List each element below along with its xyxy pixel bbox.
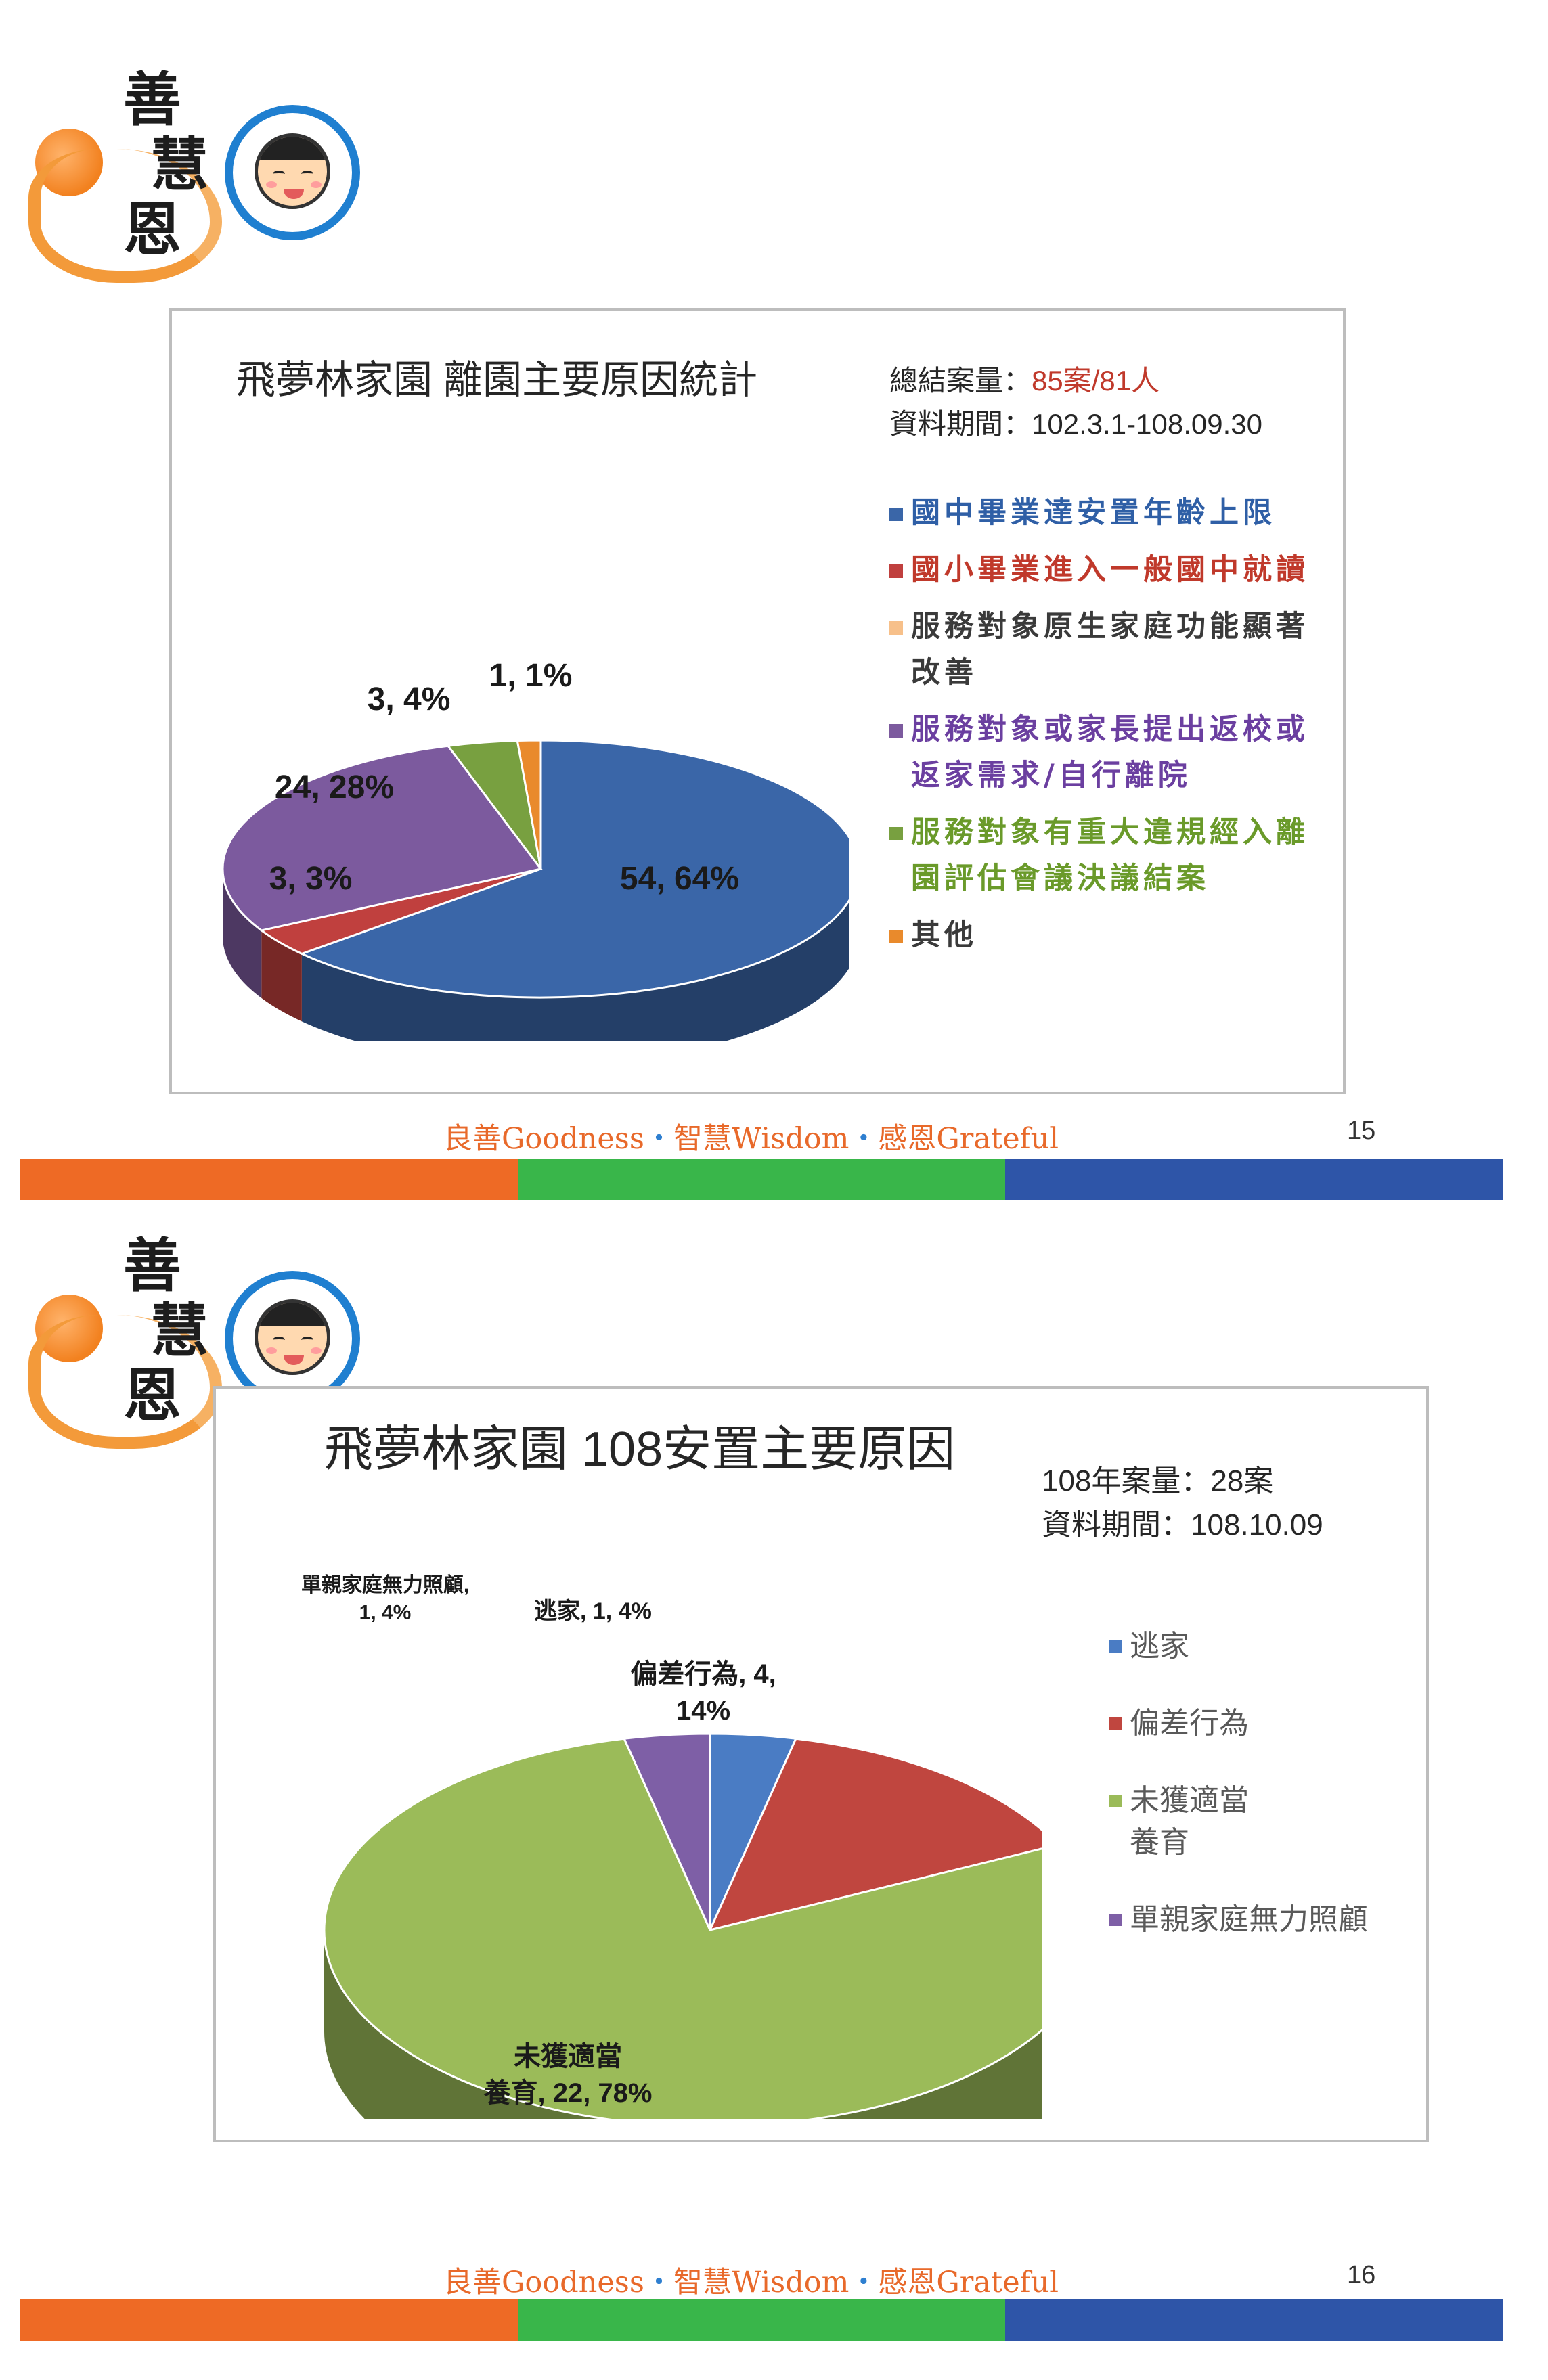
period-value: 108.10.09 xyxy=(1191,1508,1323,1542)
pie-slice-side xyxy=(301,901,849,1041)
logo-script: 善 慧 恩 xyxy=(123,68,218,271)
cases-info: 108年案量：28案 xyxy=(1042,1456,1273,1500)
legend-label: 國小畢業進入一般國中就讀 xyxy=(911,553,1309,587)
legend-swatch xyxy=(889,724,903,738)
legend-item: 偏差行為 xyxy=(1109,1703,1421,1745)
family-badge-icon xyxy=(225,1271,360,1406)
family-badge-icon xyxy=(225,105,360,240)
data-label: 單親家庭無力照顧, 1, 4% xyxy=(301,1573,469,1624)
footer-bar-orange xyxy=(20,1159,518,1200)
pie-chart: 逃家, 1, 4% 偏差行為, 4, 14% 未獲適當養育, 22, 78% 單親家庭無… xyxy=(301,1573,1042,2119)
legend-swatch xyxy=(1109,1717,1122,1730)
pie-chart: 54, 64% 3, 3% 24, 28% 3, 4% 1, 1% xyxy=(221,658,849,1041)
foundation-logo: 善 慧 恩 xyxy=(22,1234,360,1449)
legend-item: 服務對象原生家庭功能顯著改善 xyxy=(889,604,1323,696)
footer-bar-blue xyxy=(1005,1159,1503,1200)
logo-char: 慧 xyxy=(150,1297,208,1365)
period-value: 102.3.1-108.09.30 xyxy=(1032,408,1262,440)
legend-label: 服務對象或家長提出返校或返家需求/自行離院 xyxy=(911,713,1309,792)
slide-page-16: 善 慧 恩 飛夢林家園 108安置主要原因 108年案量：28案 資料期間：10… xyxy=(0,1190,1548,2379)
chart-legend: 逃家偏差行為未獲適當 養育單親家庭無力照顧 xyxy=(1109,1625,1421,1976)
legend-swatch xyxy=(889,827,903,840)
pie-slice xyxy=(622,1732,711,1931)
footer-bar-blue xyxy=(1005,2299,1503,2341)
pie-side-walls xyxy=(324,1930,1042,2119)
legend-label: 國中畢業達安置年齡上限 xyxy=(911,496,1276,530)
chart-title: 飛夢林家園 108安置主要原因 xyxy=(324,1422,956,1477)
data-label: 1, 1% xyxy=(489,658,573,694)
legend-item: 其他 xyxy=(889,912,1323,958)
logo-char: 恩 xyxy=(123,1362,181,1430)
logo-char: 善 xyxy=(123,1232,181,1300)
legend-item: 國中畢業達安置年齡上限 xyxy=(889,490,1323,536)
chart-frame: 飛夢林家園 108安置主要原因 108年案量：28案 資料期間：108.10.0… xyxy=(213,1386,1429,2142)
cases-value: 28案 xyxy=(1210,1464,1274,1498)
footer-bar-green xyxy=(518,1159,1005,1200)
legend-item: 服務對象有重大違規經入離園評估會議決議結案 xyxy=(889,809,1323,901)
legend-swatch xyxy=(1109,1914,1122,1926)
data-label: 逃家, 1, 4% xyxy=(534,1598,652,1624)
legend-swatch xyxy=(1109,1640,1122,1653)
logo-char: 善 xyxy=(123,66,181,134)
pie-slice xyxy=(708,1737,1042,1932)
chart-frame: 飛夢林家園 離園主要原因統計 總結案量：85案/81人 資料期間：102.3.1… xyxy=(169,308,1346,1094)
cases-value: 85案/81人 xyxy=(1032,365,1160,397)
data-label: 偏差行為, 4, 14% xyxy=(630,1659,776,1726)
legend-label: 服務對象有重大違規經入離園評估會議決議結案 xyxy=(911,815,1309,895)
pie-tops xyxy=(221,739,849,999)
legend-label: 逃家 xyxy=(1130,1630,1189,1663)
legend-item: 未獲適當 養育 xyxy=(1109,1780,1421,1864)
legend-swatch xyxy=(889,564,903,578)
legend-swatch xyxy=(889,508,903,521)
legend-item: 國小畢業進入一般國中就讀 xyxy=(889,547,1323,593)
pie-slice xyxy=(516,739,542,870)
legend-label: 偏差行為 xyxy=(1130,1707,1249,1740)
data-label: 24, 28% xyxy=(275,769,394,805)
legend-swatch xyxy=(889,621,903,635)
legend-item: 逃家 xyxy=(1109,1625,1421,1667)
foundation-logo: 善 慧 恩 xyxy=(22,68,360,283)
legend-item: 服務對象或家長提出返校或返家需求/自行離院 xyxy=(889,706,1323,799)
period-label: 資料期間： xyxy=(1042,1508,1191,1542)
pie-slice xyxy=(221,744,543,932)
logo-script: 善 慧 恩 xyxy=(123,1234,218,1437)
footer-bar-green xyxy=(518,2299,1005,2341)
cases-info: 總結案量：85案/81人 xyxy=(889,358,1159,399)
data-label: 3, 3% xyxy=(269,861,353,897)
pie-slice xyxy=(298,739,849,999)
legend-label: 未獲適當 養育 xyxy=(1130,1784,1249,1859)
face-icon xyxy=(255,133,330,209)
footer-bar-orange xyxy=(20,2299,518,2341)
legend-label: 單親家庭無力照顧 xyxy=(1130,1903,1368,1936)
chart-legend: 國中畢業達安置年齡上限 國小畢業進入一般國中就讀服務對象原生家庭功能顯著改善 服務對… xyxy=(889,490,1323,969)
data-label: 3, 4% xyxy=(368,681,451,717)
logo-char: 慧 xyxy=(150,131,208,199)
pie-slice-side xyxy=(261,930,302,1022)
chart-title: 飛夢林家園 離園主要原因統計 xyxy=(236,358,758,402)
legend-label: 其他 xyxy=(911,918,977,952)
period-info: 資料期間：102.3.1-108.09.30 xyxy=(889,401,1262,443)
period-info: 資料期間：108.10.09 xyxy=(1042,1500,1323,1544)
cases-label: 總結案量： xyxy=(889,365,1032,397)
legend-swatch xyxy=(1109,1795,1122,1807)
footer-motto: 良善Goodness・智慧Wisdom・感恩Grateful xyxy=(443,2266,1059,2299)
logo-char: 恩 xyxy=(123,196,181,264)
period-label: 資料期間： xyxy=(889,408,1032,440)
legend-item: 單親家庭無力照顧 xyxy=(1109,1899,1421,1941)
data-label: 未獲適當養育, 22, 78% xyxy=(483,2042,652,2108)
pie-slice-side xyxy=(324,1930,1042,2119)
data-label: 54, 64% xyxy=(620,861,739,897)
page-number: 15 xyxy=(1347,1117,1376,1145)
pie-slice xyxy=(323,1737,1042,2119)
cases-label: 108年案量： xyxy=(1042,1464,1211,1498)
page-number: 16 xyxy=(1347,2261,1376,2289)
face-icon xyxy=(255,1299,330,1375)
legend-label: 服務對象原生家庭功能顯著改善 xyxy=(911,610,1309,690)
pie-tops xyxy=(323,1732,1042,2119)
legend-swatch xyxy=(889,930,903,943)
footer-motto: 良善Goodness・智慧Wisdom・感恩Grateful xyxy=(443,1122,1059,1156)
slide-page-15: 善 慧 恩 飛夢林家園 離園主要原因統計 總結案量：85案/81人 資料期間：1… xyxy=(20,68,1503,1200)
